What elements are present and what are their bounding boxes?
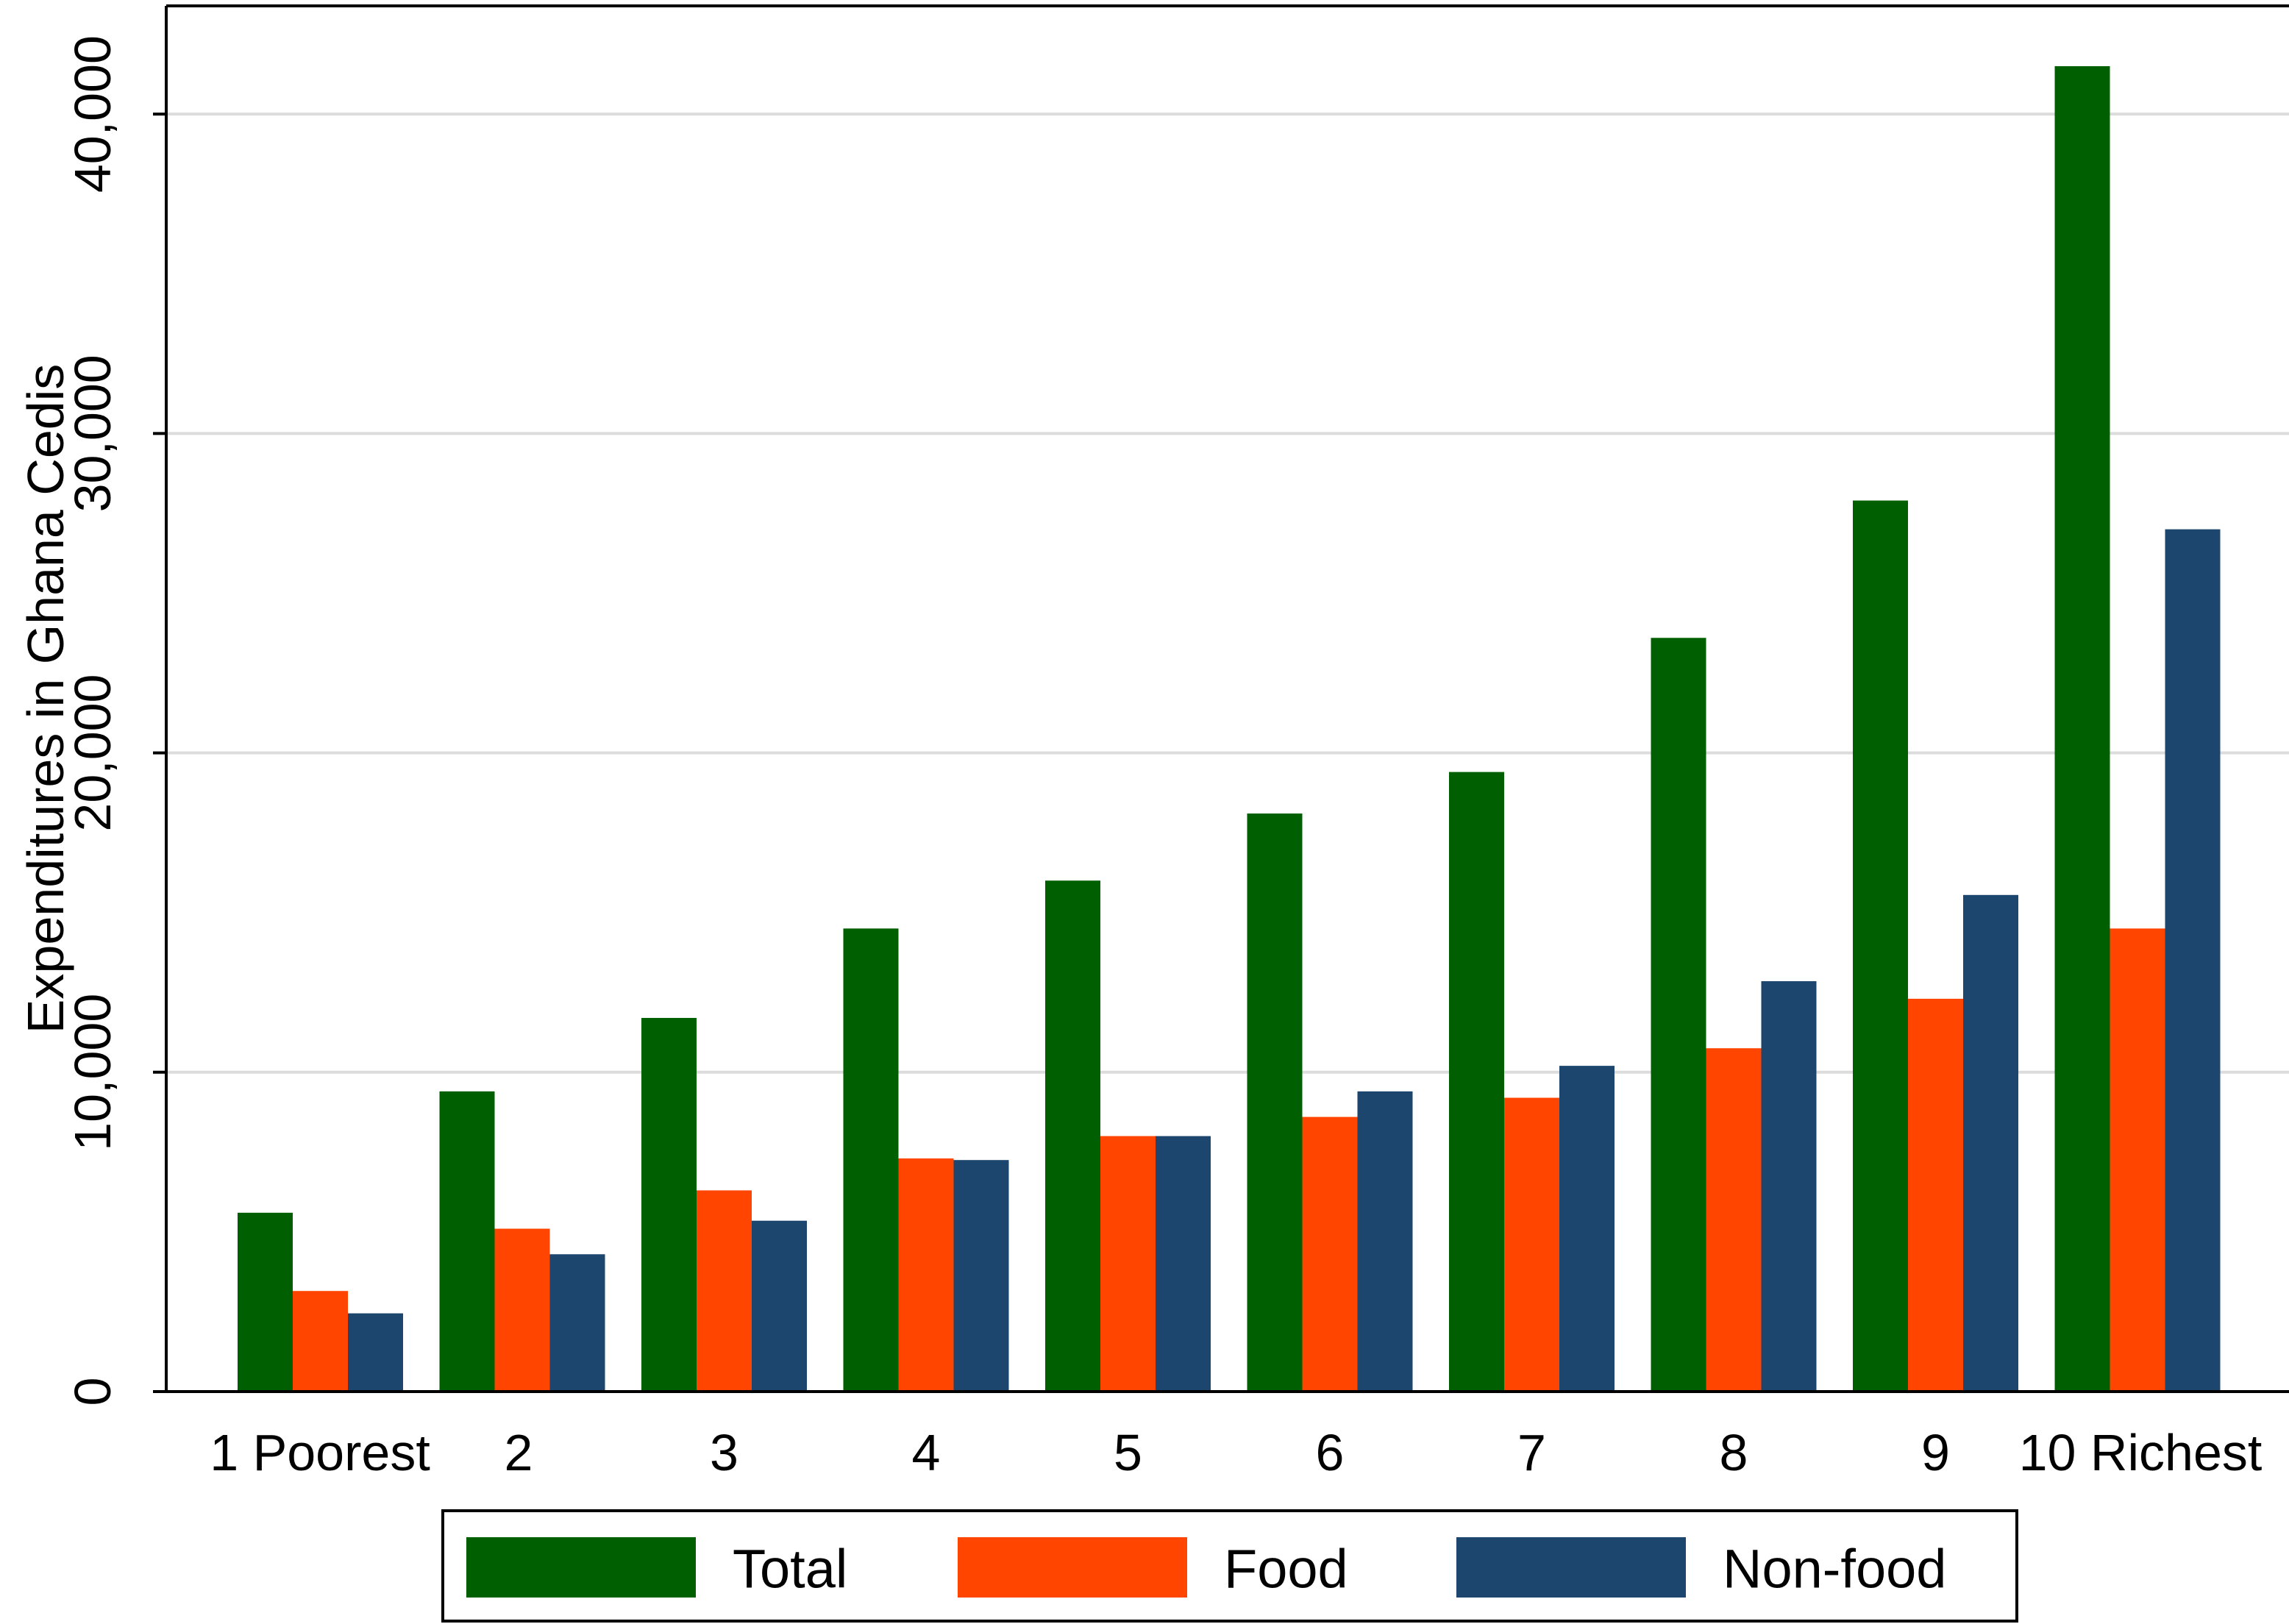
- bar-non-food: [953, 1160, 1009, 1392]
- x-tick-label: 4: [912, 1424, 941, 1481]
- x-tick-label: 3: [710, 1424, 738, 1481]
- bar-total: [1247, 813, 1303, 1392]
- bar-food: [697, 1190, 752, 1392]
- x-tick-label: 8: [1720, 1424, 1748, 1481]
- bar-food: [1706, 1048, 1762, 1392]
- legend-label: Total: [733, 1539, 847, 1600]
- bar-total: [1651, 638, 1706, 1392]
- y-tick-label: 30,000: [64, 355, 121, 512]
- bar-food: [293, 1291, 348, 1392]
- bar-total: [1045, 880, 1100, 1392]
- x-tick-label: 6: [1316, 1424, 1345, 1481]
- x-tick-label: 1 Poorest: [210, 1424, 430, 1481]
- bar-food: [494, 1228, 550, 1392]
- bar-non-food: [1559, 1066, 1615, 1392]
- bar-non-food: [1963, 894, 2018, 1392]
- y-tick-label: 10,000: [64, 994, 121, 1151]
- bar-total: [641, 1017, 697, 1392]
- y-axis-title: Expenditures in Ghana Cedis: [17, 364, 74, 1034]
- bar-non-food: [2165, 529, 2221, 1392]
- bar-non-food: [348, 1313, 403, 1392]
- legend-swatch: [958, 1537, 1187, 1598]
- legend: Total Food Non-food: [441, 1509, 2018, 1623]
- x-tick-label: 10 Richest: [2019, 1424, 2263, 1481]
- bars: [238, 66, 2221, 1392]
- x-tick-label: 2: [505, 1424, 533, 1481]
- bar-total: [439, 1091, 495, 1392]
- y-tick-label: 40,000: [64, 35, 121, 193]
- bar-food: [1504, 1097, 1559, 1392]
- x-tick-labels: 1 Poorest 2 3 4 5 6 7 8 9 10 Richest: [210, 1424, 2262, 1481]
- legend-label: Non-food: [1723, 1539, 1946, 1600]
- bar-total: [2054, 66, 2110, 1392]
- legend-swatch: [466, 1537, 696, 1598]
- bar-food: [898, 1158, 954, 1392]
- bar-non-food: [1357, 1091, 1413, 1392]
- bar-total: [1449, 772, 1504, 1392]
- bar-food: [1908, 998, 1963, 1392]
- bar-food: [1302, 1116, 1358, 1392]
- x-tick-label: 7: [1517, 1424, 1546, 1481]
- bar-total: [843, 928, 899, 1392]
- bar-non-food: [549, 1254, 605, 1392]
- legend-swatch: [1456, 1537, 1686, 1598]
- x-tick-label: 5: [1114, 1424, 1142, 1481]
- bar-total: [238, 1212, 293, 1392]
- y-tick-label: 0: [64, 1378, 121, 1406]
- bar-non-food: [1761, 981, 1817, 1392]
- bar-food: [2110, 928, 2165, 1392]
- bar-non-food: [1156, 1136, 1211, 1392]
- axes: [165, 4, 2289, 1393]
- bar-non-food: [752, 1220, 807, 1392]
- y-tick-label: 20,000: [64, 674, 121, 832]
- bar-total: [1853, 500, 1908, 1392]
- legend-box: [441, 1509, 2018, 1623]
- bar-food: [1100, 1136, 1156, 1392]
- y-ticks: 0 10,000 20,000 30,000 40,000: [64, 35, 166, 1406]
- legend-label: Food: [1224, 1539, 1348, 1600]
- x-tick-label: 9: [1921, 1424, 1950, 1481]
